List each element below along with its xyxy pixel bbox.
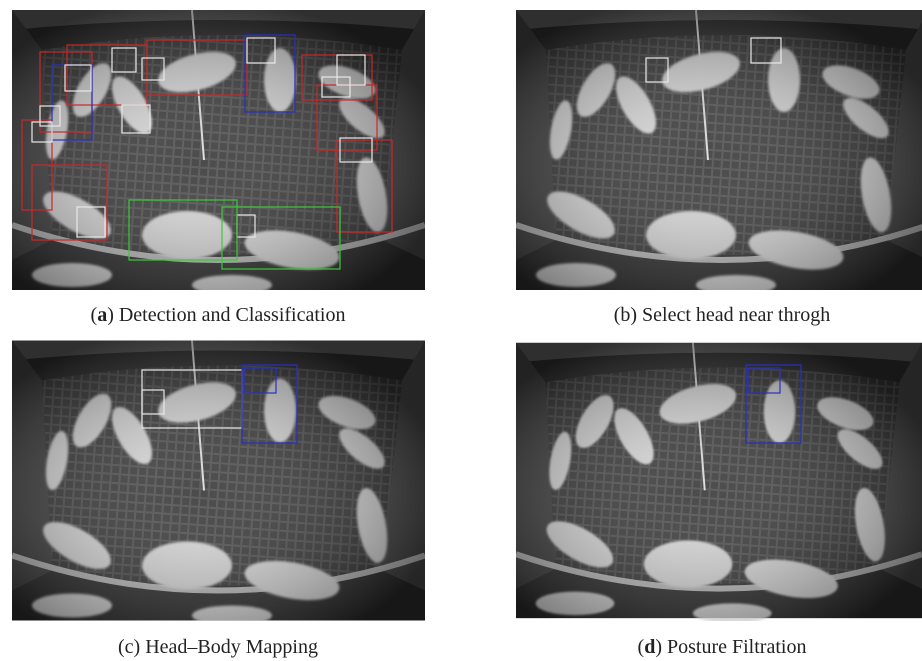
caption: (b) Select head near throgh [512,304,922,327]
panel-image [12,10,425,290]
caption-text: ) Detection and Classification [107,304,345,326]
caption-text: a [97,304,107,326]
panel-image [516,10,922,290]
caption-text: ) Posture Filtration [655,636,806,658]
caption: (d) Posture Filtration [512,636,922,659]
caption: (c) Head–Body Mapping [8,636,428,659]
panel-image [516,340,922,621]
caption-text: (b) Select head near throgh [614,304,831,326]
caption: (a) Detection and Classification [8,304,428,327]
figure: (a) Detection and Classification (b) Sel… [0,0,922,661]
panel-image [12,340,425,621]
caption-text: d [644,636,655,658]
caption-text: (c) Head–Body Mapping [118,636,318,658]
